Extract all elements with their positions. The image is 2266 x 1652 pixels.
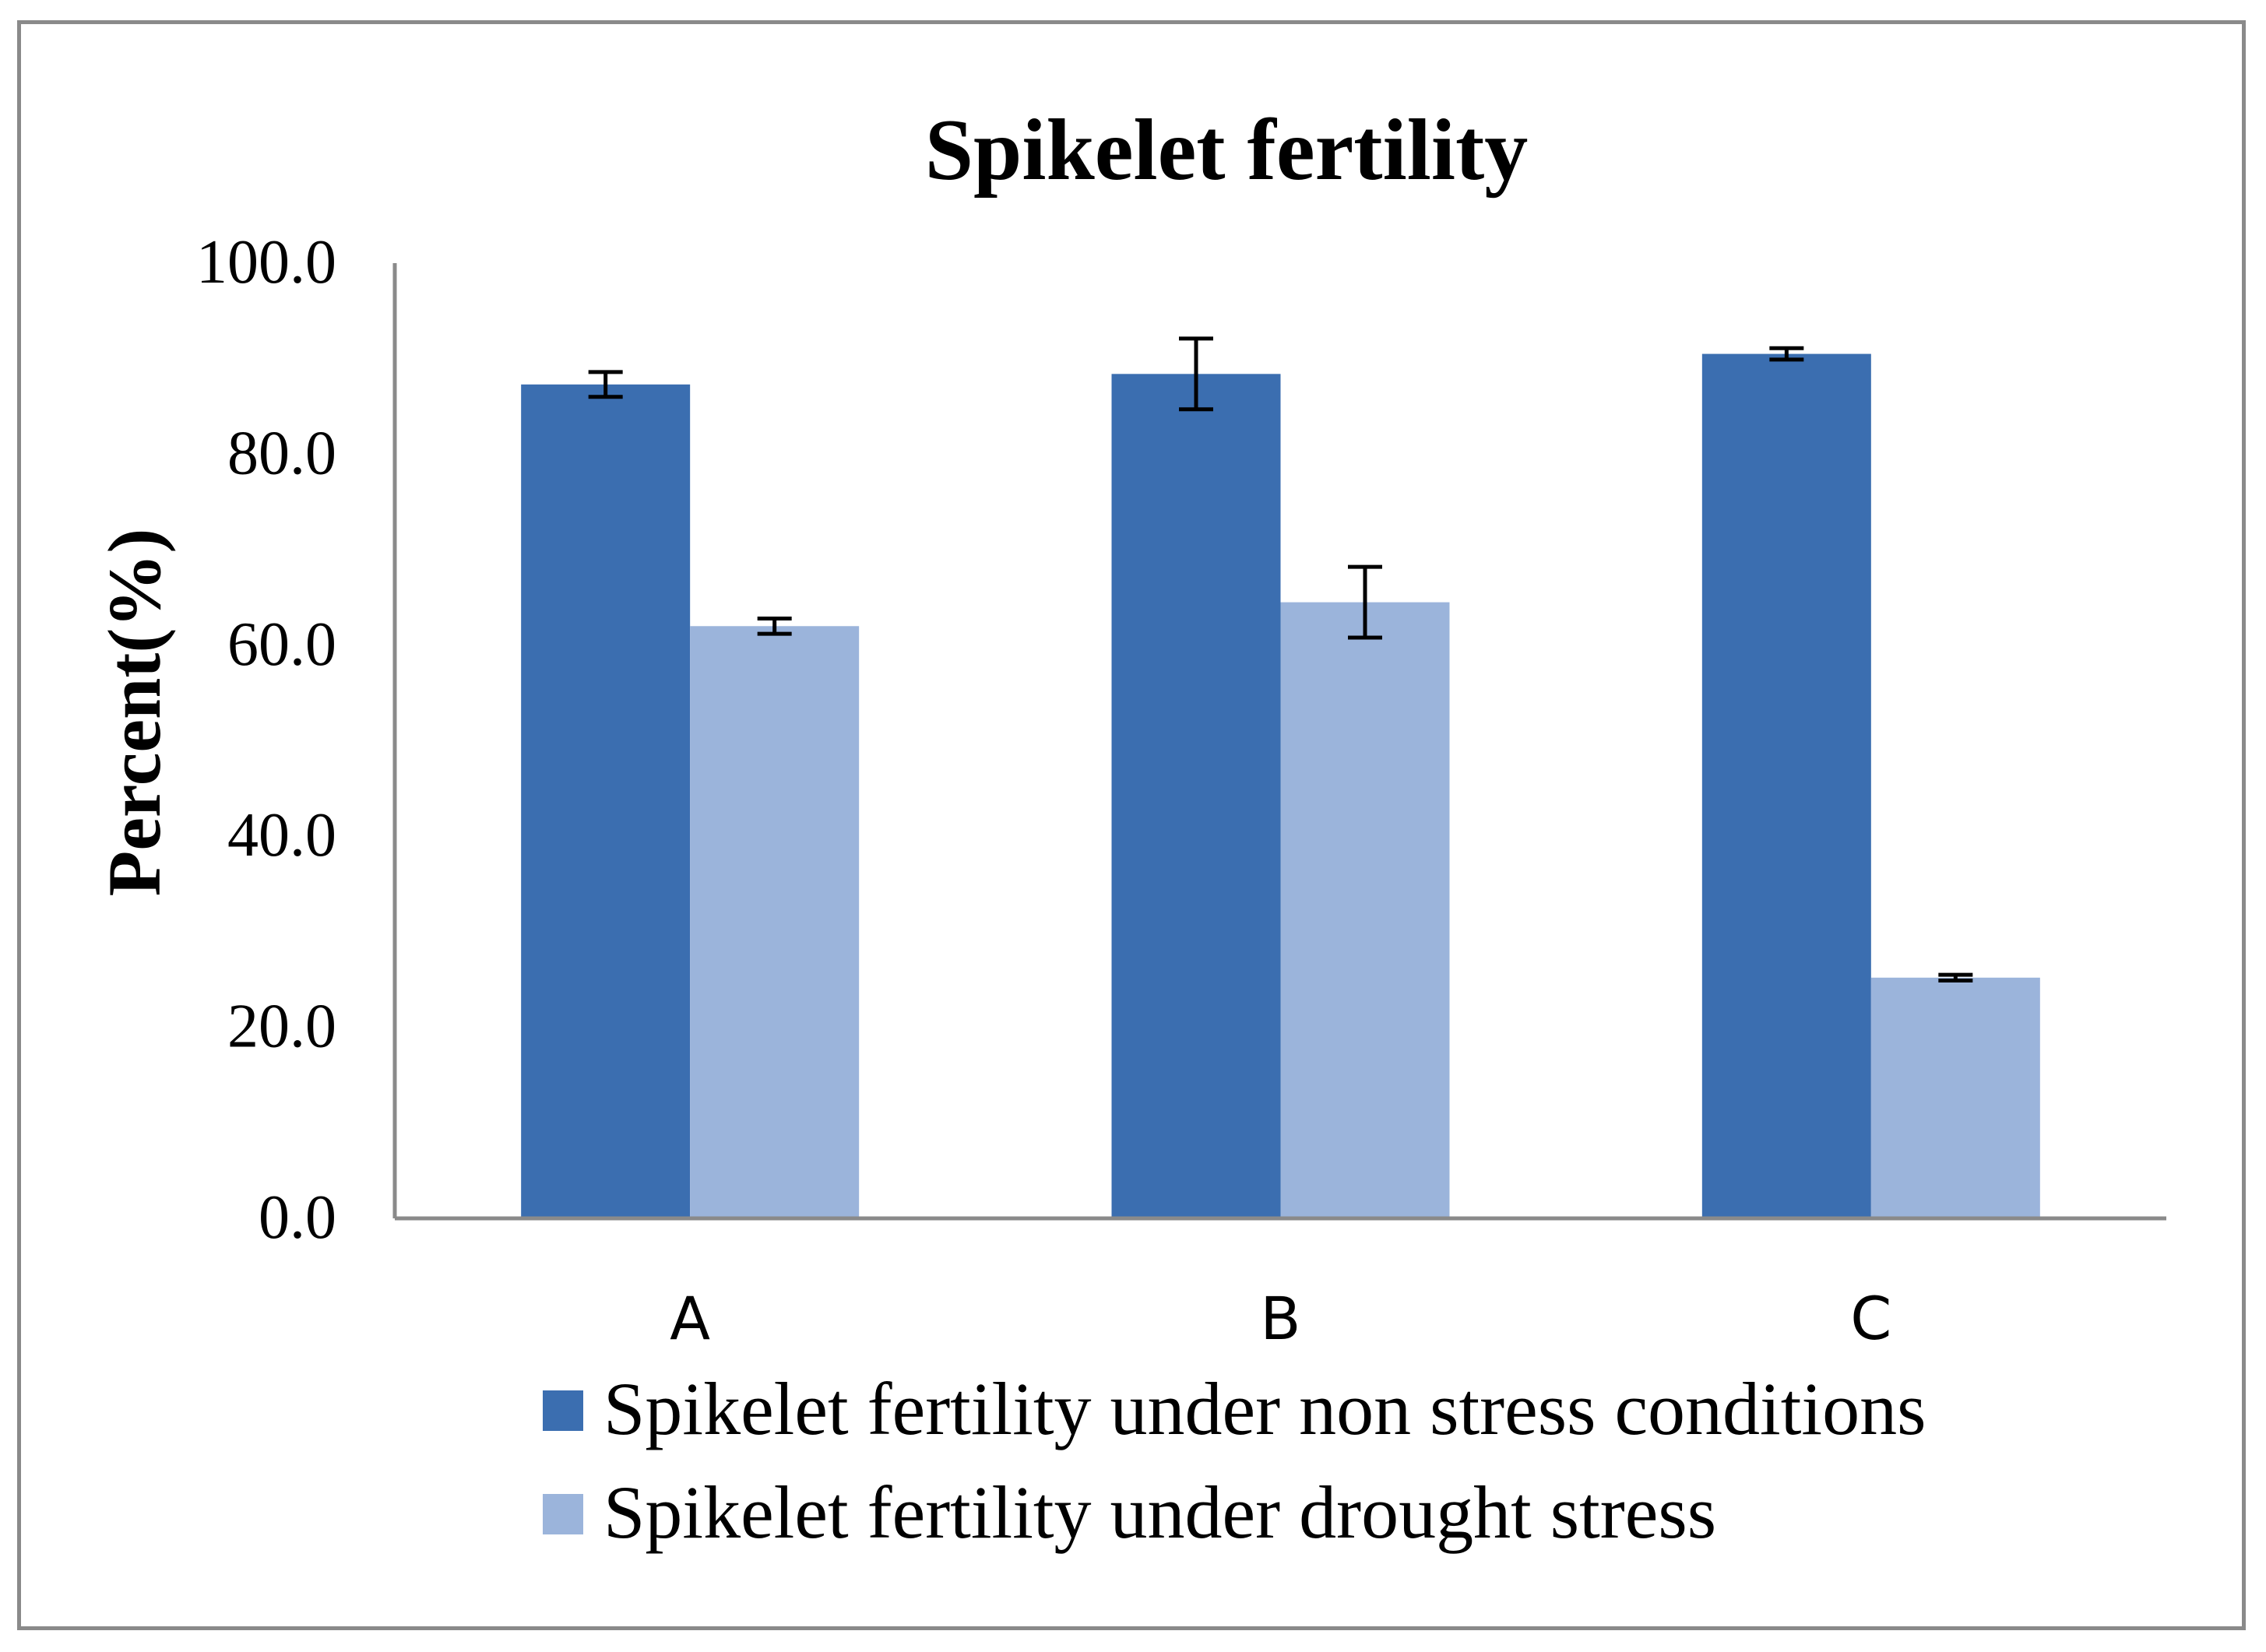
- x-axis-tick-labels: A B C: [670, 1284, 1891, 1353]
- y-tick-label: 80.0: [227, 419, 336, 487]
- error-bar-a-series-1: [588, 370, 623, 399]
- error-bar-b-series-1: [1179, 336, 1213, 412]
- y-tick-label: 0.0: [259, 1183, 336, 1252]
- bar-b-series-1: [1111, 374, 1281, 1218]
- x-tick-label: A: [670, 1284, 710, 1353]
- legend-label-series-1: Spikelet fertility under non stress cond…: [603, 1367, 1926, 1450]
- bar-a-series-2: [690, 626, 860, 1218]
- x-tick-label: B: [1260, 1284, 1300, 1353]
- error-bar-b-series-2: [1348, 564, 1382, 640]
- y-tick-label: 60.0: [227, 610, 336, 679]
- y-tick-label: 20.0: [227, 993, 336, 1061]
- bar-b-series-2: [1280, 602, 1450, 1218]
- y-axis-ticks: 0.0 20.0 40.0 60.0 80.0 100.0: [196, 228, 336, 1252]
- error-bar-a-series-2: [757, 616, 792, 636]
- error-bar-c-series-1: [1769, 346, 1804, 362]
- y-axis-label: Percent(%): [93, 529, 176, 897]
- error-bar-c-series-2: [1938, 972, 1973, 982]
- error-bars: [588, 336, 1973, 982]
- bar-c-series-2: [1870, 977, 2040, 1218]
- legend-swatch-series-2: [543, 1494, 583, 1534]
- bar-a-series-1: [521, 384, 691, 1219]
- x-tick-label: C: [1850, 1284, 1891, 1353]
- legend-label-series-2: Spikelet fertility under drought stress: [603, 1471, 1716, 1554]
- bar-c-series-1: [1701, 353, 1871, 1219]
- chart-title: Spikelet fertility: [925, 102, 1528, 199]
- y-tick-label: 40.0: [227, 801, 336, 870]
- y-tick-label: 100.0: [196, 228, 336, 297]
- bars: [521, 353, 2040, 1219]
- legend: Spikelet fertility under non stress cond…: [543, 1367, 1926, 1554]
- legend-swatch-series-1: [543, 1390, 583, 1431]
